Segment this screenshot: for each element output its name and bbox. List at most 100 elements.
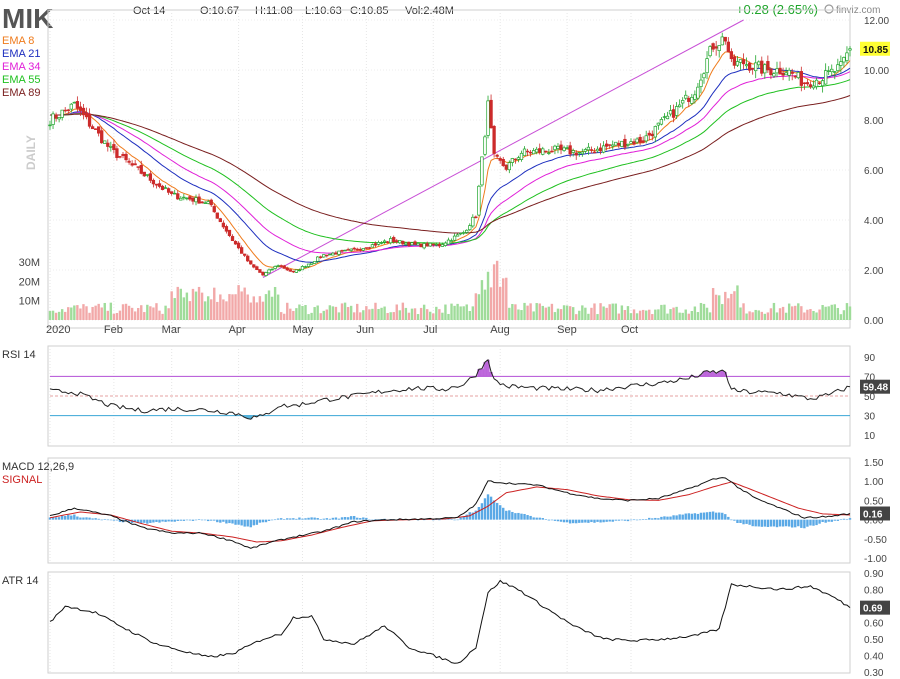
macd-histogram-bar [541, 518, 544, 520]
legend-ema55: EMA 55 [2, 74, 41, 86]
candle-body [662, 116, 667, 118]
volume-bar [781, 306, 785, 320]
volume-bar [146, 304, 149, 320]
macd-histogram-bar [641, 519, 645, 520]
volume-bar [276, 294, 280, 320]
macd-histogram-bar [611, 519, 614, 522]
macd-histogram-bar [140, 519, 143, 523]
month-tick-label: Sep [557, 324, 577, 336]
macd-last-value: 0.16 [863, 510, 883, 521]
volume-bar [121, 304, 125, 320]
macd-tick-label: -1.00 [864, 554, 887, 565]
candle-body [398, 239, 402, 244]
candle-body [696, 86, 700, 99]
candle-body [681, 100, 685, 104]
volume-bar [213, 287, 216, 320]
macd-histogram-bar [289, 518, 292, 520]
macd-histogram-bar [480, 503, 484, 520]
candle-body [790, 72, 794, 74]
macd-histogram-bar [313, 517, 316, 520]
candle-body [556, 145, 560, 149]
volume-bar [602, 306, 605, 320]
legend-ema8: EMA 8 [2, 35, 34, 47]
brand-label[interactable]: finviz.com [836, 5, 880, 16]
volume-bar [721, 304, 724, 320]
macd-histogram-bar [228, 519, 231, 524]
candle-body [690, 96, 694, 104]
candle-body [632, 141, 636, 145]
month-tick-label: Oct [621, 324, 638, 336]
candle-body [87, 113, 92, 127]
volume-bar [480, 280, 484, 320]
month-tick-label: Mar [162, 324, 181, 336]
volume-bar [109, 302, 113, 320]
macd-histogram-bar [736, 519, 739, 523]
atr-last-value-box [860, 600, 890, 615]
volume-bar [532, 311, 535, 320]
candle-body [796, 72, 800, 79]
volume-bar [708, 312, 712, 320]
macd-histogram-bar [751, 519, 754, 527]
candle-body [75, 101, 80, 109]
volume-bar [520, 310, 523, 320]
volume-bar [596, 314, 599, 320]
candle-body [206, 201, 210, 204]
candle-body [437, 244, 442, 247]
macd-histogram-bar [848, 518, 852, 520]
macd-histogram-bar [340, 517, 344, 520]
macd-histogram-bar [322, 518, 325, 520]
macd-histogram-bar [638, 519, 642, 521]
macd-histogram-bar [492, 500, 496, 520]
candle-body [361, 248, 365, 251]
candle-body [331, 252, 335, 256]
ticker-symbol[interactable]: MIK [2, 3, 53, 34]
candle-body [541, 148, 545, 155]
candle-body [848, 48, 852, 51]
macd-histogram-bar [249, 519, 252, 528]
candle-body [291, 270, 295, 273]
candle-body [297, 269, 302, 272]
macd-histogram-bar [450, 519, 453, 520]
volume-bar [67, 307, 70, 320]
candle-body [212, 206, 216, 213]
candle-body [106, 142, 110, 147]
candle-body [687, 97, 691, 102]
candle-body [763, 64, 767, 74]
candle-body [620, 140, 624, 147]
volume-bar [626, 306, 630, 320]
candle-body [820, 80, 825, 87]
rsi-title: RSI 14 [2, 349, 36, 361]
macd-histogram-bar [502, 507, 505, 520]
macd-histogram-bar [356, 517, 359, 520]
macd-histogram-bar [663, 516, 666, 520]
candle-body [136, 166, 140, 168]
volume-bar [57, 311, 61, 320]
volume-bar [635, 313, 639, 320]
candle-body [656, 122, 661, 126]
macd-histogram-bar [708, 511, 712, 520]
atr-tick-label: 0.60 [864, 619, 884, 630]
volume-bar [547, 306, 551, 320]
ema8-line [50, 51, 851, 271]
macd-histogram-bar [669, 516, 672, 520]
volume-bar [176, 286, 179, 320]
volume-bar [718, 295, 721, 320]
macd-histogram-bar [711, 511, 715, 520]
macd-histogram-bar [651, 518, 654, 520]
macd-histogram-bar [252, 519, 256, 526]
candle-body [276, 265, 280, 267]
macd-histogram-bar [200, 519, 204, 521]
macd-histogram-bar [146, 519, 149, 524]
candle-body [492, 125, 496, 154]
volume-bar [587, 313, 590, 320]
volume-bar [757, 310, 760, 320]
volume-bar [605, 307, 608, 320]
volume-bar [389, 312, 392, 320]
volume-bar [185, 292, 189, 320]
volume-bar [818, 309, 821, 320]
volume-bar [398, 310, 402, 320]
macd-histogram-bar [225, 519, 228, 524]
candle-body [811, 85, 816, 89]
macd-histogram-bar [593, 519, 596, 523]
candle-body [775, 68, 779, 74]
